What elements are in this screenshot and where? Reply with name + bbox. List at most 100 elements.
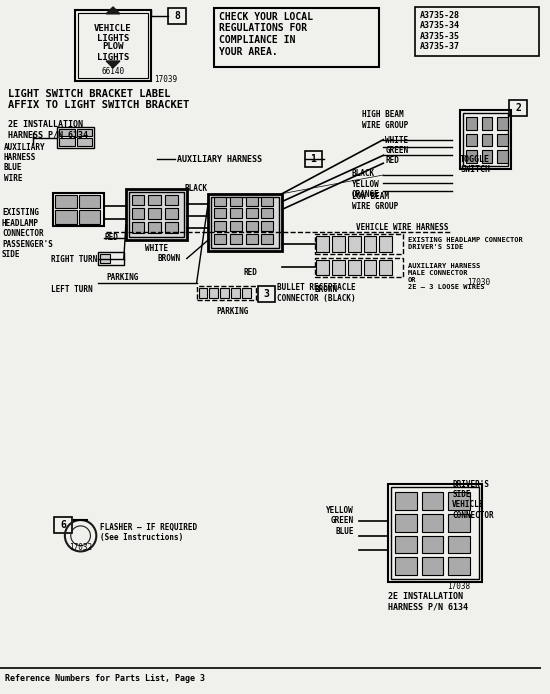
Bar	[214, 221, 226, 231]
Bar	[78, 12, 148, 78]
Text: 8: 8	[174, 11, 180, 21]
Bar	[497, 117, 508, 130]
Text: RED: RED	[244, 268, 257, 277]
Bar	[497, 151, 508, 163]
Bar	[388, 484, 482, 582]
Bar	[131, 208, 145, 219]
Bar	[422, 557, 443, 575]
Bar	[211, 196, 279, 248]
Bar	[55, 210, 76, 224]
Bar	[315, 257, 403, 277]
Bar	[391, 486, 478, 579]
Bar	[246, 196, 257, 206]
Bar	[242, 288, 251, 298]
Bar	[76, 129, 92, 136]
Text: Reference Numbers for Parts List, Page 3: Reference Numbers for Parts List, Page 3	[5, 674, 205, 683]
Text: DRIVER'S
SIDE
VEHICLE
CONNECTOR: DRIVER'S SIDE VEHICLE CONNECTOR	[452, 480, 494, 520]
Text: A3735-28
A3735-34
A3735-35
A3735-37: A3735-28 A3735-34 A3735-35 A3735-37	[420, 11, 460, 51]
Bar	[422, 493, 443, 510]
Text: 6: 6	[60, 520, 66, 530]
Bar	[230, 221, 242, 231]
Bar	[261, 208, 273, 218]
Bar	[59, 129, 75, 136]
Bar	[196, 286, 256, 300]
Bar	[379, 236, 392, 252]
Bar	[230, 196, 242, 206]
Bar	[463, 113, 508, 166]
Text: AUXILIARY
HARNESS
BLUE
WIRE: AUXILIARY HARNESS BLUE WIRE	[4, 142, 46, 183]
Text: AUXILIARY HARNESS
MALE CONNECTOR
OR
2E — 3 LOOSE WIRES: AUXILIARY HARNESS MALE CONNECTOR OR 2E —…	[408, 264, 485, 291]
Text: PARKING: PARKING	[106, 273, 139, 282]
Bar	[131, 194, 145, 205]
Bar	[315, 234, 403, 253]
Text: CHECK YOUR LOCAL
REGULATIONS FOR
COMPLIANCE IN
YOUR AREA.: CHECK YOUR LOCAL REGULATIONS FOR COMPLIA…	[219, 12, 313, 57]
Bar	[246, 208, 257, 218]
Bar	[482, 117, 492, 130]
Bar	[466, 151, 477, 163]
Bar	[395, 536, 417, 553]
Text: 66140: 66140	[101, 67, 125, 76]
Bar	[422, 514, 443, 532]
Bar	[415, 7, 538, 56]
Bar	[129, 192, 184, 237]
Bar	[364, 260, 376, 276]
Text: BROWN: BROWN	[157, 254, 180, 263]
Bar	[316, 236, 329, 252]
Text: EXISTING HEADLAMP CONNECTOR
DRIVER'S SIDE: EXISTING HEADLAMP CONNECTOR DRIVER'S SID…	[408, 237, 522, 251]
Bar	[214, 196, 226, 206]
Bar	[332, 236, 345, 252]
Bar	[348, 236, 361, 252]
Bar	[261, 221, 273, 231]
Text: 17038: 17038	[447, 582, 470, 591]
Bar	[466, 134, 477, 146]
Bar	[482, 134, 492, 146]
Bar	[316, 260, 329, 276]
Text: WHITE: WHITE	[145, 244, 169, 253]
Bar	[448, 557, 470, 575]
Text: RIGHT TURN: RIGHT TURN	[51, 255, 97, 264]
Text: VEHICLE
LIGHTS: VEHICLE LIGHTS	[94, 24, 132, 43]
Bar	[148, 222, 161, 233]
Polygon shape	[106, 7, 120, 14]
Bar	[75, 10, 151, 81]
Text: LEFT TURN: LEFT TURN	[51, 285, 93, 294]
Text: HIGH BEAM
WIRE GROUP: HIGH BEAM WIRE GROUP	[362, 110, 408, 130]
Bar	[422, 536, 443, 553]
Bar	[448, 514, 470, 532]
Bar	[168, 8, 186, 24]
Bar	[230, 208, 242, 218]
Bar	[257, 286, 275, 302]
Text: TOGGLE
SWITCH: TOGGLE SWITCH	[460, 155, 490, 174]
Bar	[165, 194, 178, 205]
Text: 17030: 17030	[467, 278, 490, 287]
Bar	[165, 222, 178, 233]
Text: PARKING: PARKING	[216, 307, 249, 316]
Bar	[148, 208, 161, 219]
Text: BLACK
YELLOW
ORANGE: BLACK YELLOW ORANGE	[352, 169, 379, 199]
Bar	[460, 110, 511, 169]
Bar	[131, 222, 145, 233]
Bar	[509, 101, 527, 116]
Bar	[448, 493, 470, 510]
Bar	[305, 151, 322, 167]
Bar	[230, 234, 242, 244]
Text: 2E INSTALLATION
HARNESS P/N 6134: 2E INSTALLATION HARNESS P/N 6134	[388, 592, 468, 611]
Bar	[246, 221, 257, 231]
Bar	[231, 288, 240, 298]
Bar	[395, 514, 417, 532]
Text: 2E INSTALLATION
HARNESS P/N 6134: 2E INSTALLATION HARNESS P/N 6134	[8, 120, 88, 139]
Bar	[55, 194, 76, 208]
Bar	[332, 260, 345, 276]
Text: BROWN: BROWN	[315, 285, 338, 294]
Text: YELLOW
GREEN
BLUE: YELLOW GREEN BLUE	[326, 506, 354, 536]
Bar	[100, 253, 110, 264]
Bar	[57, 127, 95, 149]
Bar	[261, 234, 273, 244]
Bar	[348, 260, 361, 276]
Text: AUXILIARY HARNESS: AUXILIARY HARNESS	[177, 155, 262, 164]
Bar	[148, 194, 161, 205]
Bar	[395, 493, 417, 510]
Bar	[448, 536, 470, 553]
Text: 1: 1	[311, 154, 316, 164]
Bar	[210, 288, 218, 298]
